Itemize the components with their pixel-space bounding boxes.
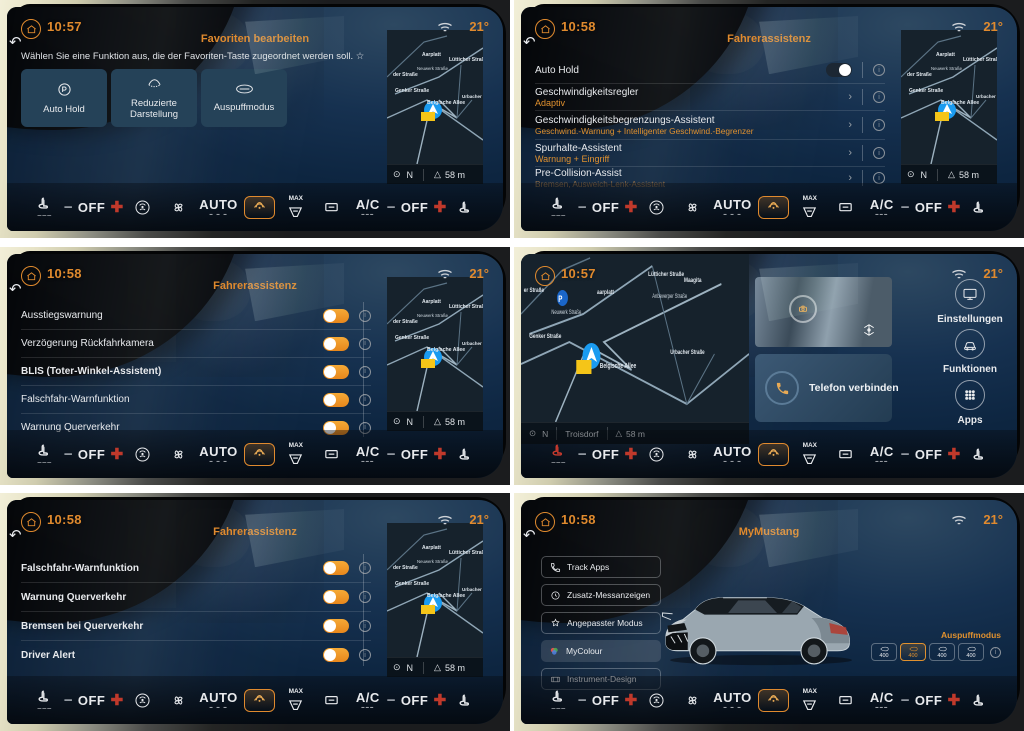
svg-text:Belgische Allee: Belgische Allee	[427, 100, 465, 106]
svg-text:der Straße: der Straße	[907, 72, 932, 78]
svg-text:der Straße: der Straße	[393, 72, 418, 78]
svg-text:Belgische Allee: Belgische Allee	[941, 100, 979, 106]
svg-text:Neuwerk Straße: Neuwerk Straße	[417, 313, 449, 318]
svg-text:der Straße: der Straße	[393, 319, 418, 325]
svg-text:Lütticher Straße: Lütticher Straße	[449, 57, 483, 63]
svg-text:Aarplatt: Aarplatt	[422, 299, 441, 305]
svg-text:Lütticher Straße: Lütticher Straße	[449, 550, 483, 556]
svg-text:Neuwerk Straße: Neuwerk Straße	[417, 66, 449, 71]
svg-text:Genker Straße: Genker Straße	[529, 333, 562, 340]
svg-text:Aarplatt: Aarplatt	[422, 545, 441, 551]
svg-text:P: P	[558, 294, 562, 304]
svg-text:Genker Straße: Genker Straße	[395, 88, 429, 94]
svg-text:der Straße: der Straße	[393, 565, 418, 571]
svg-text:Neuwerk Straße: Neuwerk Straße	[931, 66, 963, 71]
svg-text:aarplatt: aarplatt	[597, 289, 614, 296]
svg-text:Urbacher: Urbacher	[462, 587, 482, 592]
svg-text:Genker Straße: Genker Straße	[909, 88, 943, 94]
svg-text:Genker Straße: Genker Straße	[395, 335, 429, 341]
svg-text:Urbacher: Urbacher	[462, 341, 482, 346]
svg-text:Aarplatt: Aarplatt	[422, 52, 441, 58]
svg-text:Neuwerk Straße: Neuwerk Straße	[551, 309, 581, 316]
svg-text:Belgische Allee: Belgische Allee	[427, 593, 465, 599]
svg-text:Urbacher: Urbacher	[976, 94, 996, 99]
svg-text:er Straße: er Straße	[524, 287, 545, 294]
svg-text:Urbacher Straße: Urbacher Straße	[670, 349, 704, 356]
svg-text:Lütticher Straße: Lütticher Straße	[963, 57, 997, 63]
svg-text:Anbeverper Straße: Anbeverper Straße	[652, 293, 687, 300]
svg-text:Neuwerk Straße: Neuwerk Straße	[417, 559, 449, 564]
svg-text:Genker Straße: Genker Straße	[395, 581, 429, 587]
svg-text:Urbacher: Urbacher	[462, 94, 482, 99]
svg-text:Aarplatt: Aarplatt	[936, 52, 955, 58]
svg-text:Belgische Allee: Belgische Allee	[427, 347, 465, 353]
svg-text:Belgische Allee: Belgische Allee	[600, 362, 637, 370]
svg-text:Lütticher Straße: Lütticher Straße	[449, 304, 483, 310]
